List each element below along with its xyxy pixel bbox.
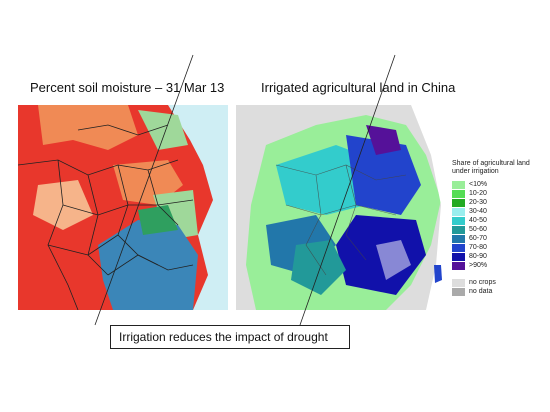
irrigation-map-title: Irrigated agricultural land in China (261, 80, 456, 95)
legend-swatch (452, 189, 465, 198)
legend-label: >90% (469, 262, 488, 269)
legend-label: 30-40 (469, 208, 487, 215)
legend-item: 10-20 (452, 189, 537, 198)
callout-box: Irrigation reduces the impact of drought (110, 325, 350, 349)
legend-item: 70-80 (452, 243, 537, 252)
legend-swatch (452, 225, 465, 234)
legend-swatch (452, 207, 465, 216)
callout-text: Irrigation reduces the impact of drought (119, 330, 328, 344)
legend-swatch (452, 198, 465, 207)
legend-item: 50-60 (452, 225, 537, 234)
legend-swatch (452, 234, 465, 243)
legend-swatch (452, 180, 465, 189)
legend-label: 20-30 (469, 199, 487, 206)
legend-label: 70-80 (469, 244, 487, 251)
legend-item: 30-40 (452, 207, 537, 216)
legend-label: <10% (469, 181, 488, 188)
legend-item: 20-30 (452, 198, 537, 207)
legend-label: 50-60 (469, 226, 487, 233)
legend-swatch (452, 216, 465, 225)
legend-swatch (452, 252, 465, 261)
legend-label: 80-90 (469, 253, 487, 260)
legend-swatch (452, 243, 465, 252)
legend-item: >90% (452, 261, 537, 270)
legend-label: 10-20 (469, 190, 487, 197)
legend-item: 40-50 (452, 216, 537, 225)
soil-moisture-map (18, 105, 228, 310)
legend-item: 60-70 (452, 234, 537, 243)
legend-label: 40-50 (469, 217, 487, 224)
legend-extra-swatch (452, 278, 465, 287)
legend-items: <10% 10-20 20-30 30-40 40-50 50-60 60-70 70-80 8… (452, 180, 537, 270)
legend-extra-item: no crops (452, 278, 537, 287)
legend-extra-swatch (452, 287, 465, 296)
legend-item: 80-90 (452, 252, 537, 261)
legend-title: Share of agricultural land under irrigat… (452, 160, 530, 175)
legend-extra-item: no data (452, 287, 537, 296)
legend-label: 60-70 (469, 235, 487, 242)
legend-extra-label: no crops (469, 279, 496, 286)
irrigation-legend: Share of agricultural land under irrigat… (452, 160, 537, 296)
legend-item: <10% (452, 180, 537, 189)
soil-moisture-title: Percent soil moisture – 31 Mar 13 (30, 80, 225, 95)
legend-swatch (452, 261, 465, 270)
legend-extra-label: no data (469, 288, 493, 295)
legend-extra-items: no crops no data (452, 278, 537, 296)
